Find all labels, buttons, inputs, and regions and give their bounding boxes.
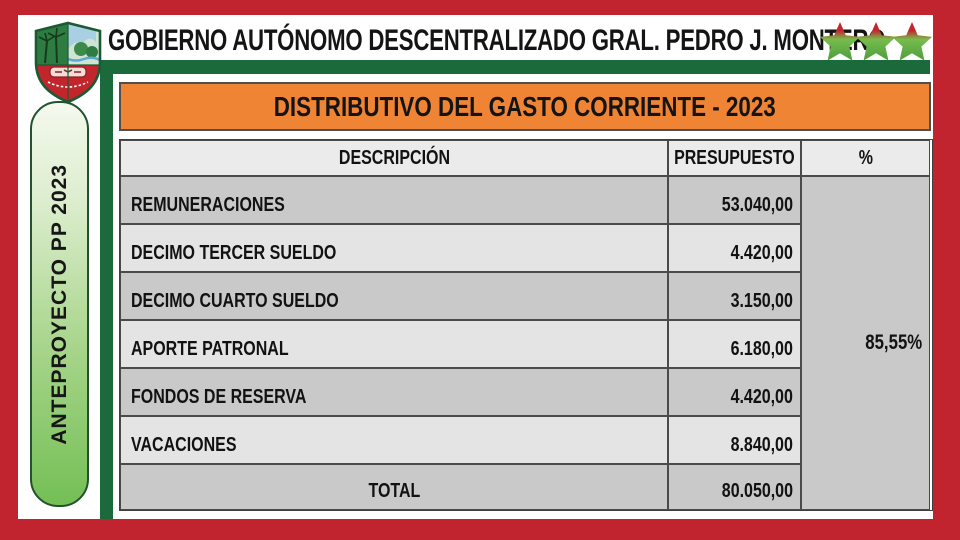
- table-row-label: DECIMO TERCER SUELDO: [120, 224, 668, 272]
- table-row-label: VACACIONES: [120, 416, 668, 464]
- table-row-value: 53.040,00: [668, 176, 801, 224]
- table-title-text: DISTRIBUTIVO DEL GASTO CORRIENTE - 2023: [273, 90, 776, 122]
- table-row-value: 4.420,00: [668, 368, 801, 416]
- total-row-value: 80.050,00: [668, 464, 801, 510]
- table-row-value: 6.180,00: [668, 320, 801, 368]
- star-icon: [820, 22, 860, 61]
- sidebar-pill: ANTEPROYECTO PP 2023: [30, 101, 89, 507]
- green-divider-horizontal: [100, 60, 930, 74]
- total-row-label: TOTAL: [120, 464, 668, 510]
- sidebar-pill-label: ANTEPROYECTO PP 2023: [47, 163, 71, 445]
- star-icon: [892, 22, 932, 61]
- column-header-presupuesto: PRESUPUESTO: [668, 140, 801, 176]
- column-header-descripcion: DESCRIPCIÓN: [120, 140, 668, 176]
- rating-stars: [820, 21, 932, 61]
- table-row-label: REMUNERACIONES: [120, 176, 668, 224]
- budget-table: DESCRIPCIÓN PRESUPUESTO % 85,55% REMUNER…: [119, 139, 933, 511]
- table-title-banner: DISTRIBUTIVO DEL GASTO CORRIENTE - 2023: [119, 82, 931, 131]
- percent-merged-cell: 85,55%: [801, 176, 930, 510]
- table-row-label: APORTE PATRONAL: [120, 320, 668, 368]
- page-title-text: GOBIERNO AUTÓNOMO DESCENTRALIZADO GRAL. …: [108, 24, 886, 57]
- table-row-value: 3.150,00: [668, 272, 801, 320]
- table-row-label: DECIMO CUARTO SUELDO: [120, 272, 668, 320]
- slide-body: GOBIERNO AUTÓNOMO DESCENTRALIZADO GRAL. …: [18, 15, 933, 519]
- green-divider-vertical: [100, 60, 113, 519]
- table-row-value: 8.840,00: [668, 416, 801, 464]
- municipal-crest-logo-icon: [31, 19, 105, 107]
- table-row-label: FONDOS DE RESERVA: [120, 368, 668, 416]
- column-header-percent: %: [801, 140, 930, 176]
- page-title: GOBIERNO AUTÓNOMO DESCENTRALIZADO GRAL. …: [108, 19, 960, 63]
- table-row-value: 4.420,00: [668, 224, 801, 272]
- star-icon: [856, 22, 896, 61]
